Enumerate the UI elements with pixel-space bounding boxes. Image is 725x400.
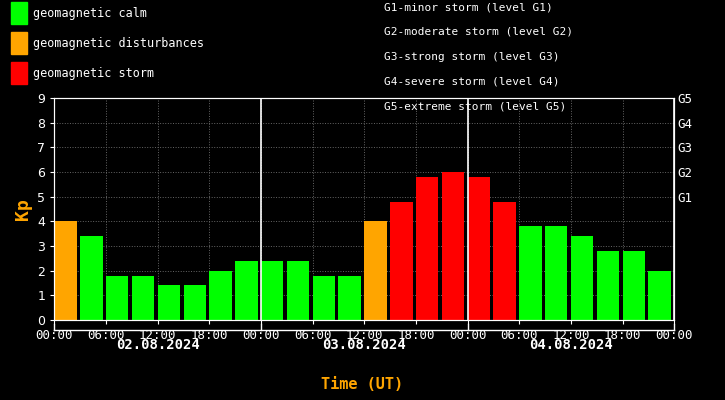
Text: 04.08.2024: 04.08.2024 bbox=[529, 338, 613, 352]
Bar bbox=[494, 202, 515, 320]
Text: geomagnetic disturbances: geomagnetic disturbances bbox=[33, 36, 204, 50]
Text: geomagnetic storm: geomagnetic storm bbox=[33, 66, 154, 80]
Bar bbox=[261, 261, 283, 320]
Text: G3-strong storm (level G3): G3-strong storm (level G3) bbox=[384, 52, 560, 62]
Text: G4-severe storm (level G4): G4-severe storm (level G4) bbox=[384, 76, 560, 86]
Bar bbox=[235, 261, 257, 320]
Bar bbox=[545, 226, 568, 320]
Bar bbox=[54, 221, 77, 320]
Bar bbox=[80, 236, 103, 320]
Bar bbox=[364, 221, 386, 320]
Bar bbox=[390, 202, 413, 320]
Bar bbox=[210, 271, 232, 320]
Bar bbox=[183, 286, 206, 320]
Bar bbox=[648, 271, 671, 320]
Y-axis label: Kp: Kp bbox=[14, 198, 32, 220]
Text: G1-minor storm (level G1): G1-minor storm (level G1) bbox=[384, 2, 553, 12]
Bar bbox=[468, 177, 490, 320]
Bar bbox=[571, 236, 593, 320]
Bar bbox=[157, 286, 180, 320]
Text: G2-moderate storm (level G2): G2-moderate storm (level G2) bbox=[384, 27, 573, 37]
Bar bbox=[442, 172, 464, 320]
Bar bbox=[623, 251, 645, 320]
Bar bbox=[519, 226, 542, 320]
Bar bbox=[312, 276, 335, 320]
Bar bbox=[339, 276, 361, 320]
Bar bbox=[132, 276, 154, 320]
Text: Time (UT): Time (UT) bbox=[321, 377, 404, 392]
Bar bbox=[597, 251, 619, 320]
Text: 02.08.2024: 02.08.2024 bbox=[116, 338, 199, 352]
Bar bbox=[287, 261, 309, 320]
Text: G5-extreme storm (level G5): G5-extreme storm (level G5) bbox=[384, 101, 566, 111]
Bar bbox=[106, 276, 128, 320]
Text: 03.08.2024: 03.08.2024 bbox=[323, 338, 406, 352]
Text: geomagnetic calm: geomagnetic calm bbox=[33, 6, 146, 20]
Bar bbox=[416, 177, 439, 320]
